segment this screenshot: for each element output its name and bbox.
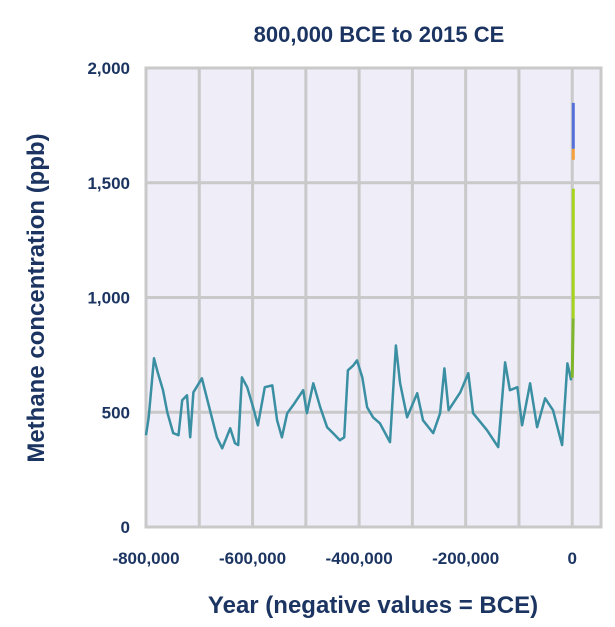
y-tick-label: 0 bbox=[121, 518, 130, 537]
y-axis-label: Methane concentration (ppb) bbox=[23, 133, 50, 462]
y-tick-label: 1,000 bbox=[87, 289, 130, 308]
series-group bbox=[144, 102, 575, 450]
x-tick-label: 0 bbox=[567, 549, 576, 568]
y-axis: 0 500 1,000 1,500 2,000 bbox=[87, 59, 130, 537]
x-tick-label: -600,000 bbox=[219, 549, 286, 568]
grid bbox=[146, 68, 601, 527]
y-tick-label: 1,500 bbox=[87, 174, 130, 193]
x-axis-label: Year (negative values = BCE) bbox=[208, 592, 538, 619]
x-tick-label: -400,000 bbox=[326, 549, 393, 568]
series-line-0 bbox=[144, 344, 573, 450]
x-axis: -800,000 -600,000 -400,000 -200,000 0 bbox=[112, 549, 577, 568]
y-tick-label: 2,000 bbox=[87, 59, 130, 78]
series-line-1 bbox=[570, 318, 575, 378]
x-tick-label: -200,000 bbox=[432, 549, 499, 568]
chart-title: 800,000 BCE to 2015 CE bbox=[254, 22, 505, 47]
y-tick-label: 500 bbox=[102, 403, 130, 422]
x-tick-label: -800,000 bbox=[112, 549, 179, 568]
